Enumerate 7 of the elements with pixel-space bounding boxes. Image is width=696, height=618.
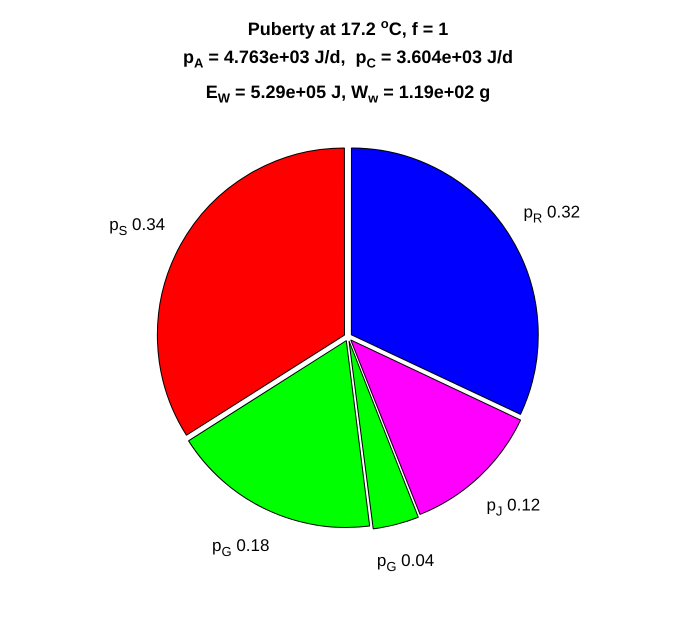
data-label: 0.04 bbox=[396, 551, 434, 570]
data-label: 0.12 bbox=[502, 496, 540, 515]
data-label: 0.34 bbox=[127, 215, 166, 234]
text: p$_{A}$ = 4.763e+03 J/d, p$_{C}$ = 3.604e+03 J/d E$_{W}$ = 5.29e+05 J, W$_{w}$ = 1.19e+02 g bbox=[183, 47, 513, 106]
chart-title: Puberty at 17.2 $^{o}$C, f = 1 bbox=[246, 15, 450, 41]
data-label: 0.32 bbox=[542, 202, 580, 222]
data-label: 0.18 bbox=[232, 536, 270, 556]
